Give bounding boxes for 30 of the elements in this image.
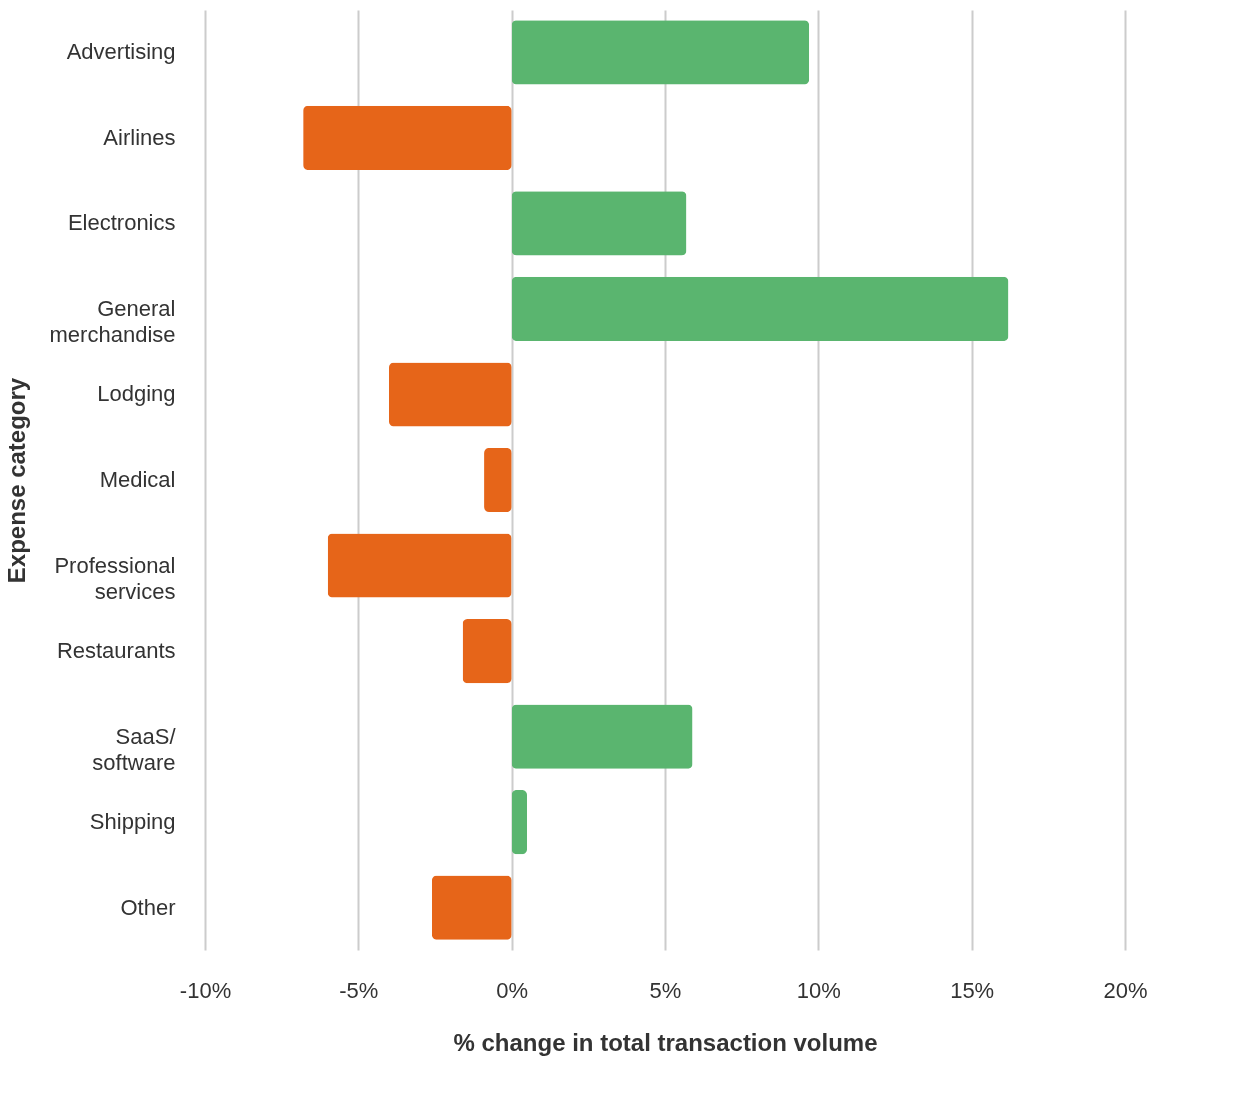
y-tick-label: Other [120, 894, 176, 920]
y-tick-label: Advertising [66, 39, 176, 65]
bar [303, 105, 512, 170]
bar [511, 704, 693, 769]
y-tick-label: Professional services [54, 552, 176, 604]
bar [327, 533, 512, 598]
y-tick-label: Shipping [89, 809, 176, 835]
bar [431, 875, 512, 940]
bar [511, 276, 1009, 342]
y-tick-label: Lodging [97, 381, 176, 407]
x-tick-label: -5% [339, 977, 379, 1003]
bar [511, 191, 687, 256]
y-tick-label: Airlines [103, 124, 176, 150]
x-tick-label: 15% [950, 977, 995, 1003]
y-axis-title: Expense category [2, 377, 30, 584]
y-tick-label: Medical [99, 467, 176, 492]
x-tick-label: 20% [1103, 977, 1148, 1003]
x-tick-label: 0% [496, 977, 529, 1003]
y-tick-label: Restaurants [56, 638, 176, 664]
bar [462, 618, 512, 684]
bar [511, 20, 810, 85]
bar [389, 362, 512, 427]
y-tick-label: SaaS/ software [92, 723, 177, 775]
x-tick-label: 10% [796, 977, 841, 1003]
x-axis-title: % change in total transaction volume [453, 1028, 878, 1056]
y-tick-label: General merchandise [49, 295, 176, 347]
x-tick-label: -10% [179, 977, 232, 1003]
y-tick-label: Electronics [67, 210, 176, 236]
x-tick-label: 5% [649, 977, 682, 1003]
bar [484, 447, 512, 513]
